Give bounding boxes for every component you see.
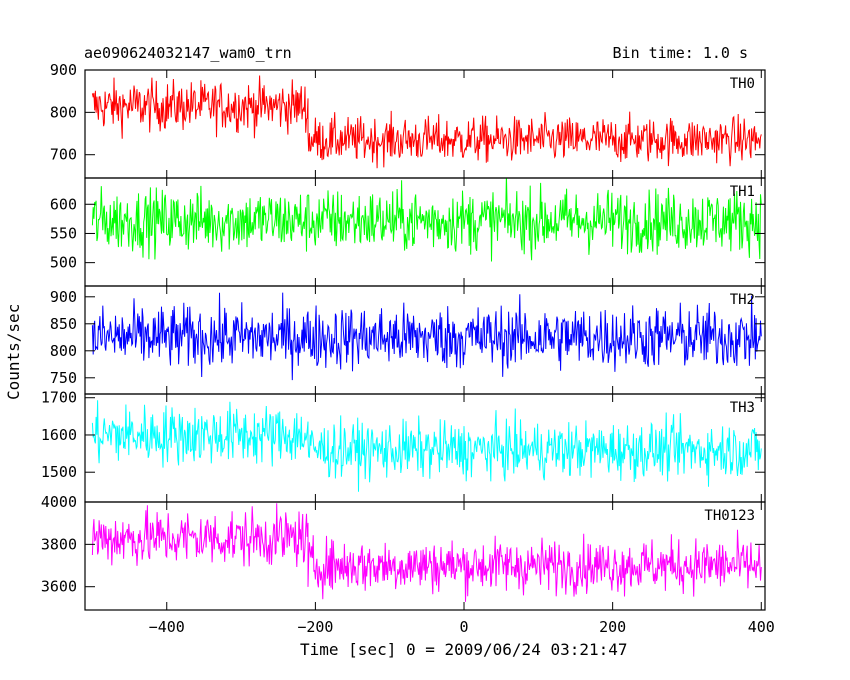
x-axis-label: Time [sec] 0 = 2009/06/24 03:21:47 [300, 640, 628, 659]
y-tick-label-th3: 1500 [41, 463, 77, 481]
y-tick-label-th3: 1700 [41, 389, 77, 407]
panel-label-th1: TH1 [730, 184, 755, 200]
panel-label-th0: TH0 [730, 76, 755, 92]
series-th1 [91, 178, 762, 262]
panel-label-th3: TH3 [730, 400, 755, 416]
y-tick-label-th2: 800 [50, 342, 77, 360]
y-tick-label-th0123: 3600 [41, 578, 77, 596]
y-tick-label-th2: 850 [50, 315, 77, 333]
y-tick-label-th1: 600 [50, 195, 77, 213]
y-tick-label-th0: 700 [50, 146, 77, 164]
x-tick-label: −200 [297, 618, 333, 636]
y-tick-label-th0: 800 [50, 103, 77, 121]
series-th2 [91, 292, 762, 381]
x-tick-label: 400 [748, 618, 775, 636]
x-tick-label: 200 [599, 618, 626, 636]
y-tick-label-th1: 500 [50, 254, 77, 272]
y-tick-label-th0123: 4000 [41, 493, 77, 511]
chart-title: ae090624032147_wam0_trn [84, 44, 292, 62]
bin-time-label: Bin time: 1.0 s [612, 44, 748, 62]
panel-frame-th1 [84, 177, 766, 287]
y-tick-label-th2: 750 [50, 369, 77, 387]
panel-frame-th0123 [84, 501, 766, 611]
y-axis-label: Counts/sec [4, 304, 23, 400]
y-tick-label-th1: 550 [50, 224, 77, 242]
panel-label-th2: TH2 [730, 292, 755, 308]
series-th0123 [91, 503, 762, 602]
series-th3 [91, 400, 762, 492]
y-tick-label-th0: 900 [50, 61, 77, 79]
panel-label-th0123: TH0123 [704, 508, 755, 524]
x-tick-label: 0 [460, 618, 469, 636]
series-th0 [91, 75, 762, 169]
panels-layer: 700 800 900 TH0 500 550 600 TH1 750 800 850 900 TH2 1… [41, 61, 775, 636]
panel-frame-th2 [84, 285, 766, 395]
y-tick-label-th3: 1600 [41, 426, 77, 444]
y-tick-label-th2: 900 [50, 288, 77, 306]
y-tick-label-th0123: 3800 [41, 535, 77, 553]
x-tick-label: −400 [149, 618, 185, 636]
